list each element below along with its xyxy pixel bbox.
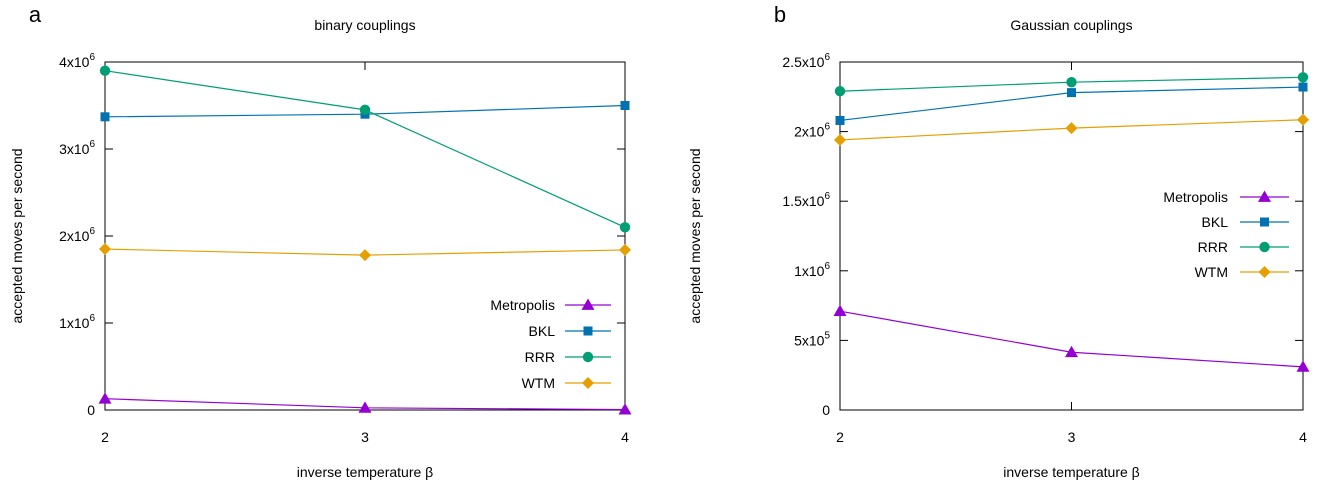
- y-tick-label: 2x106: [59, 226, 95, 244]
- panel-letter: a: [29, 2, 42, 27]
- data-point-metropolis: [1065, 345, 1078, 358]
- legend-marker-rrr: [582, 351, 594, 363]
- y-tick-label: 2.5x106: [782, 52, 830, 70]
- legend-label-rrr: RRR: [1198, 239, 1228, 255]
- chart-title: Gaussian couplings: [1010, 17, 1132, 33]
- y-tick-label: 1.5x106: [782, 191, 830, 209]
- series-line-metropolis: [839, 310, 1304, 368]
- legend-marker-bkl: [583, 326, 593, 336]
- panel-letter: b: [774, 2, 786, 27]
- legend-marker-rrr: [1259, 241, 1270, 253]
- chart-title: binary couplings: [314, 17, 415, 33]
- chart-panel-a: a binary couplings 0 1x106 2x106 3x106 4x106 2 3…: [9, 2, 632, 480]
- x-tick-label: 4: [1299, 429, 1307, 445]
- data-point-rrr: [359, 104, 371, 116]
- y-tick-label: 0: [87, 402, 95, 418]
- y-tick-label: 5x105: [794, 330, 830, 348]
- legend-marker-wtm: [582, 377, 594, 389]
- data-point-bkl: [835, 115, 845, 125]
- y-tick-label: 4x106: [59, 52, 95, 70]
- chart-panel-b: b Gaussian couplings 0 5x105 1x106 1.5x106 2x1…: [687, 2, 1310, 480]
- y-tick-label: 1x106: [794, 261, 830, 279]
- y-axis-label: accepted moves per second: [687, 148, 703, 323]
- data-point-wtm: [359, 249, 371, 262]
- x-tick-label: 2: [101, 429, 109, 445]
- data-point-rrr: [619, 222, 631, 233]
- data-point-metropolis: [1296, 360, 1310, 372]
- data-point-wtm: [1297, 113, 1309, 126]
- x-tick-label: 3: [361, 429, 369, 445]
- data-point-rrr: [99, 65, 111, 76]
- data-point-wtm: [99, 243, 111, 256]
- legend-label-rrr: RRR: [525, 349, 555, 365]
- data-point-metropolis: [358, 401, 372, 413]
- y-axis-label: accepted moves per second: [9, 148, 25, 323]
- legend-marker-metropolis: [581, 298, 595, 310]
- y-tick-label: 3x106: [59, 139, 95, 157]
- data-point-metropolis: [618, 403, 632, 415]
- legend-label-wtm: WTM: [1195, 264, 1228, 280]
- x-tick-label: 2: [836, 429, 844, 445]
- data-point-metropolis: [98, 392, 112, 404]
- data-point-bkl: [1298, 82, 1308, 92]
- data-point-bkl: [100, 112, 110, 122]
- series-line-rrr: [104, 70, 626, 228]
- legend-label-bkl: BKL: [529, 323, 556, 339]
- y-tick-label: 1x106: [59, 313, 95, 331]
- plot-frame: [839, 61, 1304, 411]
- x-axis-label: inverse temperature β: [297, 464, 433, 480]
- legend-label-metropolis: Metropolis: [490, 297, 555, 313]
- data-point-rrr: [1297, 72, 1309, 83]
- legend-marker-wtm: [1258, 266, 1271, 278]
- y-tick-label: 2x106: [794, 122, 830, 140]
- data-point-wtm: [619, 243, 631, 256]
- x-tick-label: 4: [621, 429, 629, 445]
- data-point-bkl: [1067, 88, 1076, 98]
- legend-label-wtm: WTM: [522, 375, 555, 391]
- x-axis-label: inverse temperature β: [1003, 464, 1139, 480]
- legend-marker-metropolis: [1258, 190, 1271, 202]
- data-point-metropolis: [833, 304, 847, 317]
- legend-label-bkl: BKL: [1202, 214, 1229, 230]
- data-point-wtm: [1065, 122, 1078, 135]
- x-tick-label: 3: [1068, 429, 1076, 445]
- y-tick-label: 0: [822, 402, 830, 418]
- data-point-rrr: [1066, 76, 1077, 88]
- data-point-rrr: [834, 86, 846, 97]
- legend-label-metropolis: Metropolis: [1163, 189, 1228, 205]
- data-point-bkl: [620, 101, 630, 110]
- data-point-wtm: [834, 133, 846, 146]
- legend-marker-bkl: [1260, 217, 1269, 227]
